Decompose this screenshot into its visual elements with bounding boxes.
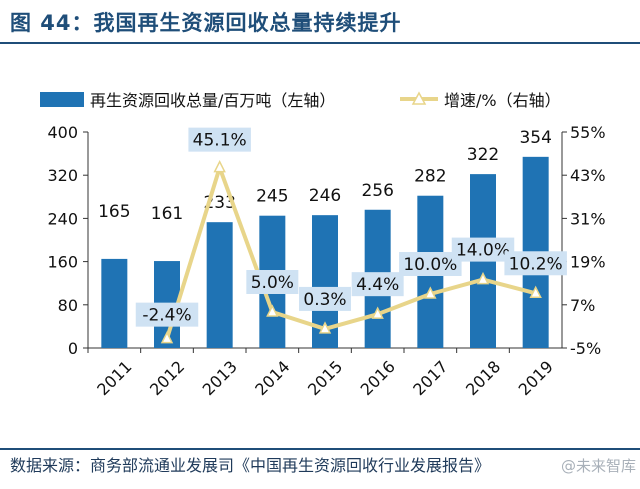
y-right-tick-label: 31%	[570, 209, 606, 228]
y-left-tick-label: 240	[47, 209, 78, 228]
y-right-tick-label: -5%	[570, 339, 601, 358]
x-tick-label: 2016	[357, 357, 399, 399]
growth-value-label: -2.4%	[142, 306, 191, 326]
growth-value-label: 5.0%	[251, 273, 294, 293]
growth-point	[529, 285, 542, 299]
growth-value-label: 14.0%	[456, 241, 510, 261]
bar-value-label: 256	[361, 181, 393, 201]
x-tick-label: 2018	[462, 357, 504, 399]
x-tick-label: 2012	[146, 357, 188, 399]
x-tick-label: 2013	[199, 357, 241, 399]
y-right-tick-label: 19%	[570, 253, 606, 272]
growth-label-bg	[451, 237, 515, 262]
legend-swatch-bar	[40, 92, 84, 107]
growth-point	[160, 330, 174, 344]
bar-value-label: 322	[467, 145, 499, 165]
chart: 再生资源回收总量/百万吨（左轴） 增速/%（右轴） 0 80 160 240 320 400 -…	[40, 91, 606, 399]
growth-value-label: 10.0%	[403, 255, 457, 275]
bar	[206, 222, 233, 348]
bar-value-label: 245	[256, 187, 288, 207]
bar-value-label: 161	[151, 204, 183, 224]
growth-value-label: 0.3%	[303, 290, 346, 310]
chart-title: 图 44：我国再生资源回收总量持续提升	[10, 11, 402, 35]
source-note: 数据来源：商务部流通业发展司《中国再生资源回收行业发展报告》	[10, 456, 491, 475]
legend-marker-line	[411, 91, 427, 105]
y-left-tick-label: 320	[47, 166, 78, 185]
growth-point	[266, 304, 279, 317]
growth-line	[165, 165, 537, 340]
y-right-tick-label: 55%	[570, 123, 606, 142]
y-right-tick-label: 43%	[570, 166, 606, 185]
growth-label-bg	[246, 270, 299, 294]
y-left-tick-label: 80	[58, 296, 78, 315]
watermark: @未来智库	[560, 457, 636, 475]
x-tick-label: 2011	[93, 357, 135, 399]
x-tick-label: 2019	[515, 357, 557, 399]
x-tick-label: 2015	[304, 357, 346, 399]
y-left-tick-label: 0	[68, 339, 78, 358]
bar-value-label: 354	[519, 128, 551, 148]
legend-label-bar: 再生资源回收总量/百万吨（左轴）	[90, 91, 335, 110]
source-divider	[0, 448, 640, 450]
bar	[101, 258, 128, 348]
title-divider	[0, 42, 640, 44]
growth-point	[213, 159, 226, 173]
y-left-tick-label: 400	[47, 123, 78, 142]
bar-value-label: 282	[414, 167, 446, 187]
growth-label-bg	[399, 252, 462, 276]
x-tick-label: 2017	[409, 357, 451, 399]
bar-value-label: 165	[98, 202, 130, 222]
growth-value-label: 10.2%	[509, 254, 563, 274]
growth-point	[371, 306, 384, 319]
growth-point	[318, 321, 332, 334]
bar-value-label: 246	[309, 186, 341, 206]
growth-point	[424, 286, 437, 299]
growth-value-label: 45.1%	[193, 131, 247, 151]
legend-label-line: 增速/%（右轴）	[444, 91, 561, 110]
growth-label-bg	[135, 302, 199, 327]
growth-point	[476, 271, 490, 285]
y-right-tick-label: 7%	[570, 296, 595, 315]
growth-value-label: 4.4%	[356, 275, 399, 295]
growth-label-bg	[188, 127, 251, 152]
y-left-tick-label: 160	[47, 253, 78, 272]
growth-label-bg	[351, 272, 404, 297]
x-tick-label: 2014	[251, 357, 293, 399]
growth-label-bg	[299, 286, 351, 311]
growth-label-bg	[504, 251, 567, 276]
